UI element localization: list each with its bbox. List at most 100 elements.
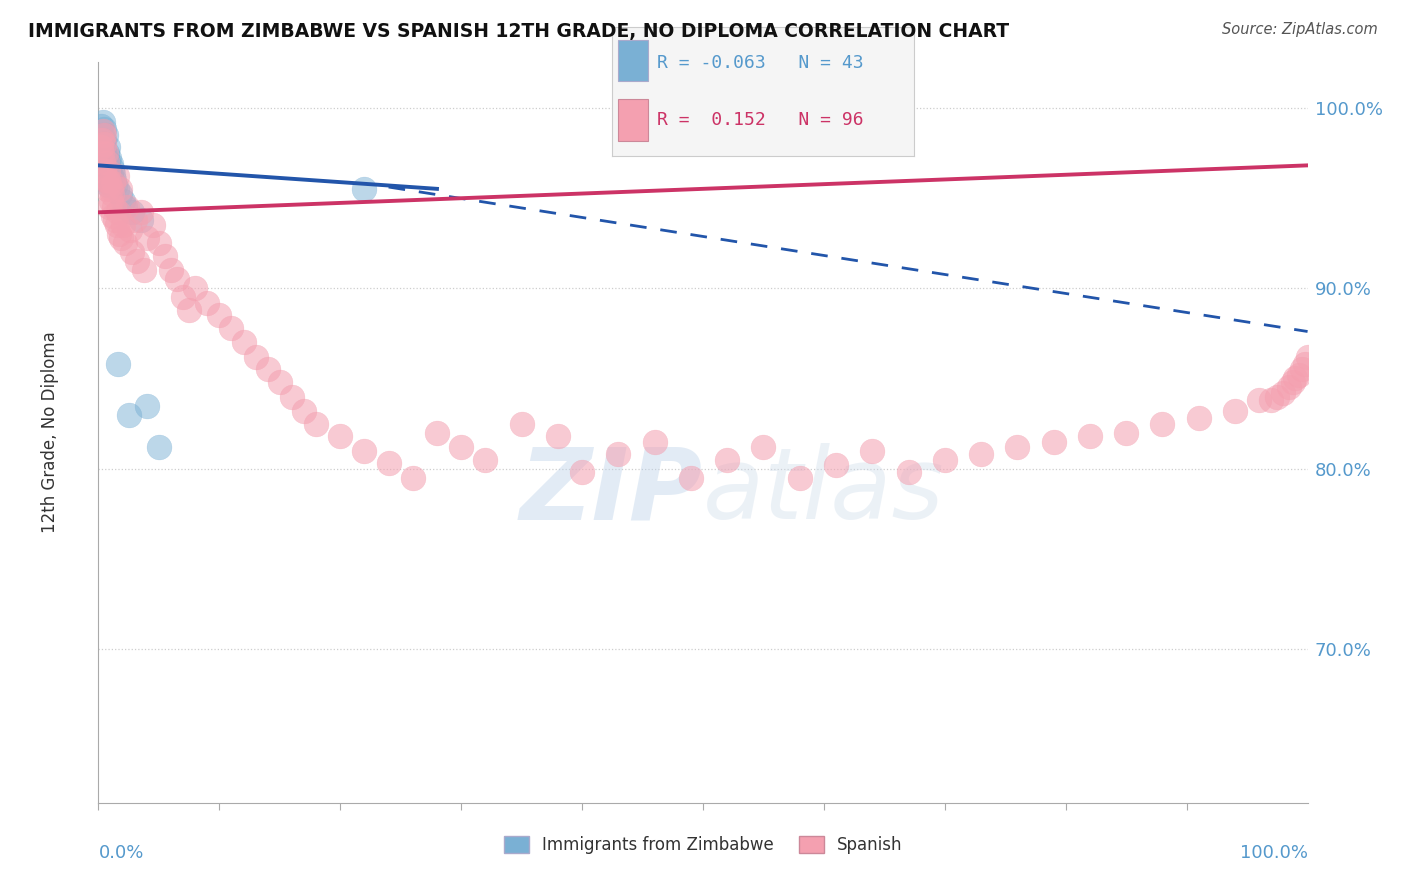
Point bbox=[153, 249, 176, 263]
Point bbox=[91, 124, 114, 138]
Point bbox=[100, 169, 122, 184]
Point bbox=[94, 128, 117, 142]
Point bbox=[897, 466, 920, 480]
Text: Source: ZipAtlas.com: Source: ZipAtlas.com bbox=[1222, 22, 1378, 37]
Point bbox=[107, 205, 129, 219]
Text: IMMIGRANTS FROM ZIMBABWE VS SPANISH 12TH GRADE, NO DIPLOMA CORRELATION CHART: IMMIGRANTS FROM ZIMBABWE VS SPANISH 12TH… bbox=[28, 22, 1010, 41]
Point bbox=[108, 227, 131, 241]
Point bbox=[111, 218, 134, 232]
Point bbox=[179, 302, 201, 317]
Point bbox=[129, 205, 152, 219]
Point bbox=[305, 417, 328, 431]
Point bbox=[1272, 385, 1295, 400]
Point bbox=[1296, 350, 1319, 364]
Text: 12th Grade, No Diploma: 12th Grade, No Diploma bbox=[41, 332, 59, 533]
Text: R =  0.152   N = 96: R = 0.152 N = 96 bbox=[657, 111, 863, 128]
Point bbox=[1267, 390, 1289, 404]
Point bbox=[450, 440, 472, 454]
Point bbox=[101, 209, 124, 223]
Point bbox=[98, 177, 121, 191]
Point bbox=[91, 140, 114, 154]
Point bbox=[1152, 417, 1174, 431]
Point bbox=[105, 218, 128, 232]
Text: R = -0.063   N = 43: R = -0.063 N = 43 bbox=[657, 54, 863, 72]
Point bbox=[148, 440, 170, 454]
Text: 0.0%: 0.0% bbox=[98, 844, 143, 862]
Point bbox=[256, 362, 278, 376]
Point bbox=[148, 235, 170, 250]
Point bbox=[1007, 440, 1029, 454]
Point bbox=[100, 156, 122, 170]
Text: 100.0%: 100.0% bbox=[1240, 844, 1308, 862]
Point bbox=[292, 404, 315, 418]
Point bbox=[934, 452, 956, 467]
Point bbox=[547, 429, 569, 443]
Point bbox=[353, 443, 375, 458]
Point bbox=[232, 335, 254, 350]
Point bbox=[1115, 425, 1137, 440]
Point bbox=[97, 140, 120, 154]
Point bbox=[474, 452, 496, 467]
Point bbox=[402, 471, 425, 485]
Point bbox=[104, 178, 127, 193]
Point bbox=[1188, 411, 1211, 425]
Point bbox=[98, 163, 121, 178]
Point bbox=[789, 471, 811, 485]
Point bbox=[103, 173, 125, 187]
Point bbox=[91, 145, 114, 160]
Point bbox=[98, 200, 121, 214]
Point bbox=[1042, 434, 1064, 449]
Point bbox=[1291, 362, 1313, 376]
Point bbox=[97, 173, 120, 187]
Point bbox=[114, 235, 136, 250]
Point bbox=[93, 128, 115, 142]
Point bbox=[96, 145, 118, 160]
Point bbox=[1249, 393, 1271, 408]
Point bbox=[134, 263, 156, 277]
Point bbox=[221, 321, 243, 335]
Point bbox=[103, 200, 125, 214]
Point bbox=[117, 200, 139, 214]
Point bbox=[1282, 375, 1305, 389]
Point bbox=[121, 245, 143, 260]
Point bbox=[752, 440, 775, 454]
Text: atlas: atlas bbox=[703, 443, 945, 541]
Point bbox=[716, 452, 738, 467]
Point bbox=[426, 425, 449, 440]
Point bbox=[96, 158, 118, 172]
Point bbox=[172, 290, 194, 304]
Point bbox=[90, 119, 112, 133]
Point bbox=[108, 182, 131, 196]
Point bbox=[100, 194, 122, 209]
Point bbox=[100, 161, 122, 176]
Point bbox=[93, 133, 115, 147]
Point bbox=[121, 205, 143, 219]
Point bbox=[970, 447, 993, 461]
Point bbox=[93, 122, 115, 136]
Point bbox=[377, 456, 399, 470]
Point bbox=[108, 187, 131, 202]
Point bbox=[107, 357, 129, 371]
Point bbox=[1294, 357, 1316, 371]
Point bbox=[1288, 368, 1310, 382]
Point bbox=[100, 175, 122, 189]
Point bbox=[90, 140, 112, 154]
Legend: Immigrants from Zimbabwe, Spanish: Immigrants from Zimbabwe, Spanish bbox=[496, 830, 910, 861]
Point bbox=[208, 308, 231, 322]
Point bbox=[1078, 429, 1101, 443]
Point bbox=[571, 466, 593, 480]
Point bbox=[91, 136, 114, 151]
Text: ZIP: ZIP bbox=[520, 443, 703, 541]
Point bbox=[142, 218, 165, 232]
Point bbox=[93, 158, 115, 172]
Point bbox=[124, 212, 146, 227]
Point bbox=[1284, 371, 1306, 385]
Point bbox=[98, 151, 121, 165]
Point bbox=[101, 168, 124, 182]
Point bbox=[135, 230, 157, 244]
Point bbox=[1278, 380, 1301, 394]
Point bbox=[94, 151, 117, 165]
Point bbox=[97, 154, 120, 169]
Point bbox=[91, 154, 114, 169]
Point bbox=[94, 163, 117, 178]
